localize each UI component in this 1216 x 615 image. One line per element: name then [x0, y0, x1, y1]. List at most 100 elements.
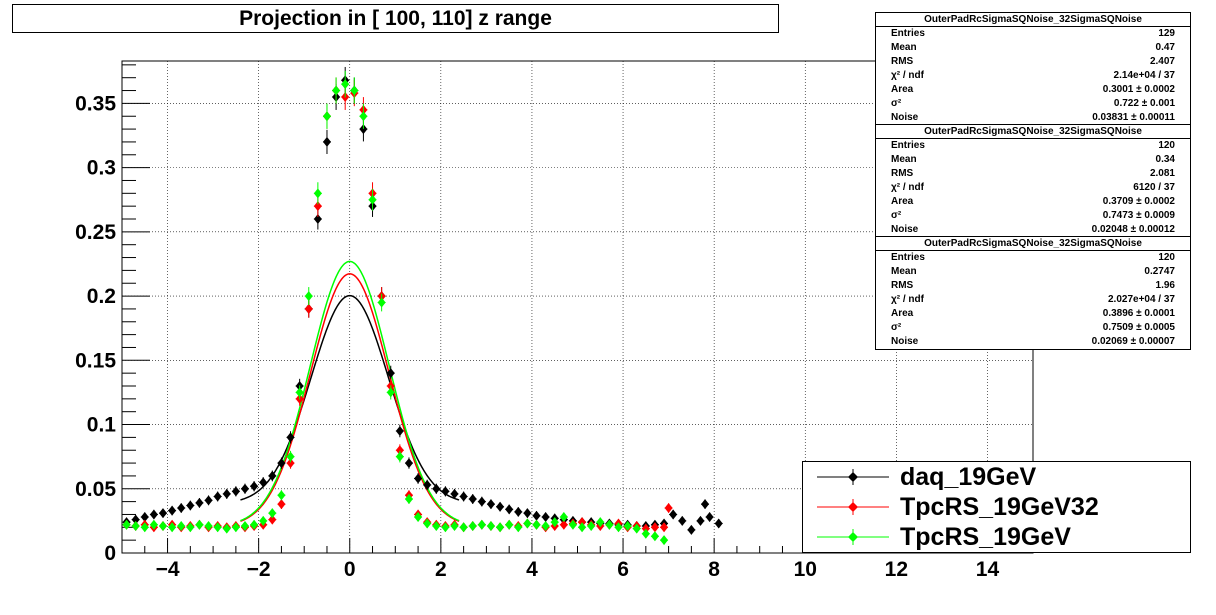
data-point — [414, 473, 423, 484]
stats-key: Entries — [891, 140, 925, 151]
stats-value: 0.7473 ± 0.0009 — [1102, 210, 1175, 221]
stats-value: 0.2747 — [1144, 266, 1175, 277]
data-point — [660, 522, 669, 533]
data-point — [523, 508, 532, 519]
x-tick-label: −4 — [156, 558, 180, 581]
stats-key: Mean — [891, 42, 917, 53]
data-point — [304, 303, 313, 314]
stats-key: χ² / ndf — [891, 182, 924, 193]
stats-value: 1.96 — [1155, 280, 1175, 291]
data-point — [140, 522, 149, 533]
data-point — [477, 496, 486, 507]
data-point — [641, 523, 650, 534]
data-point — [322, 136, 331, 147]
data-point — [532, 510, 541, 521]
data-point — [505, 519, 514, 530]
y-tick-label: 0.35 — [75, 92, 116, 115]
data-point — [623, 521, 632, 532]
data-point — [313, 188, 322, 199]
data-points — [122, 66, 723, 546]
data-point — [459, 491, 468, 502]
data-point — [523, 518, 532, 529]
stats-row: σ² 0.7473 ± 0.0009 — [876, 209, 1190, 223]
y-tick-label: 0.2 — [87, 285, 116, 308]
data-point — [277, 499, 286, 510]
data-point — [359, 111, 368, 122]
stats-value: 6120 / 37 — [1133, 182, 1175, 193]
stats-key: σ² — [891, 322, 902, 333]
data-point — [432, 483, 441, 494]
stats-row: Noise 0.02048 ± 0.00012 — [876, 223, 1190, 237]
stats-value: 2.407 — [1149, 56, 1175, 67]
data-point — [240, 521, 249, 532]
stats-box-0: OuterPadRcSigmaSQNoise_32SigmaSQNoise Ent… — [875, 12, 1191, 126]
stats-row: Entries 120 — [876, 139, 1190, 153]
stats-row: Mean 0.47 — [876, 41, 1190, 55]
stats-box-1: OuterPadRcSigmaSQNoise_32SigmaSQNoise Ent… — [875, 124, 1191, 238]
data-point — [450, 488, 459, 499]
data-point — [559, 519, 568, 530]
data-point — [678, 515, 687, 526]
data-point — [386, 368, 395, 379]
data-point — [486, 521, 495, 532]
y-tick-label: 0.1 — [87, 414, 117, 437]
x-tick-label: 8 — [708, 558, 720, 581]
legend-marker-tpcrs32 — [817, 499, 889, 515]
x-tick-label: 2 — [435, 558, 447, 581]
data-point — [213, 522, 222, 533]
data-point — [168, 522, 177, 533]
stats-row: σ² 0.722 ± 0.001 — [876, 97, 1190, 111]
data-point — [541, 521, 550, 532]
stats-key: σ² — [891, 98, 902, 109]
data-point — [186, 522, 195, 533]
data-point — [468, 494, 477, 505]
data-point — [441, 522, 450, 533]
data-point — [423, 479, 432, 490]
data-point — [541, 512, 550, 523]
y-tick-label: 0.05 — [75, 478, 116, 501]
data-point — [559, 512, 568, 523]
fit-curve-0 — [240, 294, 460, 501]
legend-marker-tpcrs — [817, 529, 889, 545]
y-tick-label: 0 — [104, 542, 116, 565]
stats-box-title: OuterPadRcSigmaSQNoise_32SigmaSQNoise — [876, 13, 1190, 27]
data-point — [359, 124, 368, 135]
data-point — [158, 521, 167, 532]
data-point — [650, 531, 659, 542]
data-point — [213, 491, 222, 502]
stats-key: Area — [891, 196, 914, 207]
data-point — [295, 387, 304, 398]
x-tick-label: 4 — [526, 558, 538, 581]
data-point — [259, 477, 268, 488]
x-tick-label: 14 — [976, 558, 1000, 581]
stats-value: 0.3709 ± 0.0002 — [1102, 196, 1175, 207]
stats-value: 2.081 — [1149, 168, 1175, 179]
data-point — [414, 512, 423, 523]
data-point — [158, 508, 167, 519]
x-tick-label: 0 — [344, 558, 356, 581]
data-point — [596, 517, 605, 528]
stats-key: χ² / ndf — [891, 70, 924, 81]
data-point — [650, 522, 659, 533]
data-point — [395, 445, 404, 456]
data-point — [641, 528, 650, 539]
stats-key: Entries — [891, 252, 925, 263]
data-point — [496, 501, 505, 512]
data-point — [386, 387, 395, 398]
stats-value: 0.722 ± 0.001 — [1113, 98, 1175, 109]
stats-value: 120 — [1158, 252, 1175, 263]
data-point — [259, 515, 268, 526]
stats-value: 0.3896 ± 0.0001 — [1102, 308, 1175, 319]
stats-value: 0.3001 ± 0.0002 — [1102, 84, 1175, 95]
data-point — [514, 506, 523, 517]
data-point — [168, 505, 177, 516]
axis-ticks — [121, 64, 1034, 554]
data-point — [578, 522, 587, 533]
legend-entry-tpcrs32: TpcRS_19GeV32 — [803, 492, 1190, 522]
data-point — [322, 111, 331, 122]
stats-value: 0.34 — [1155, 154, 1175, 165]
stats-row: Noise 0.02069 ± 0.00007 — [876, 335, 1190, 349]
stats-value: 0.02069 ± 0.00007 — [1091, 336, 1175, 347]
data-point — [587, 521, 596, 532]
axis-tick-labels: −4 −2 0 2 4 6 8 10 12 14 0 0.05 0.1 0.15 0.2 0.25 0.3 0.3… — [75, 92, 999, 581]
